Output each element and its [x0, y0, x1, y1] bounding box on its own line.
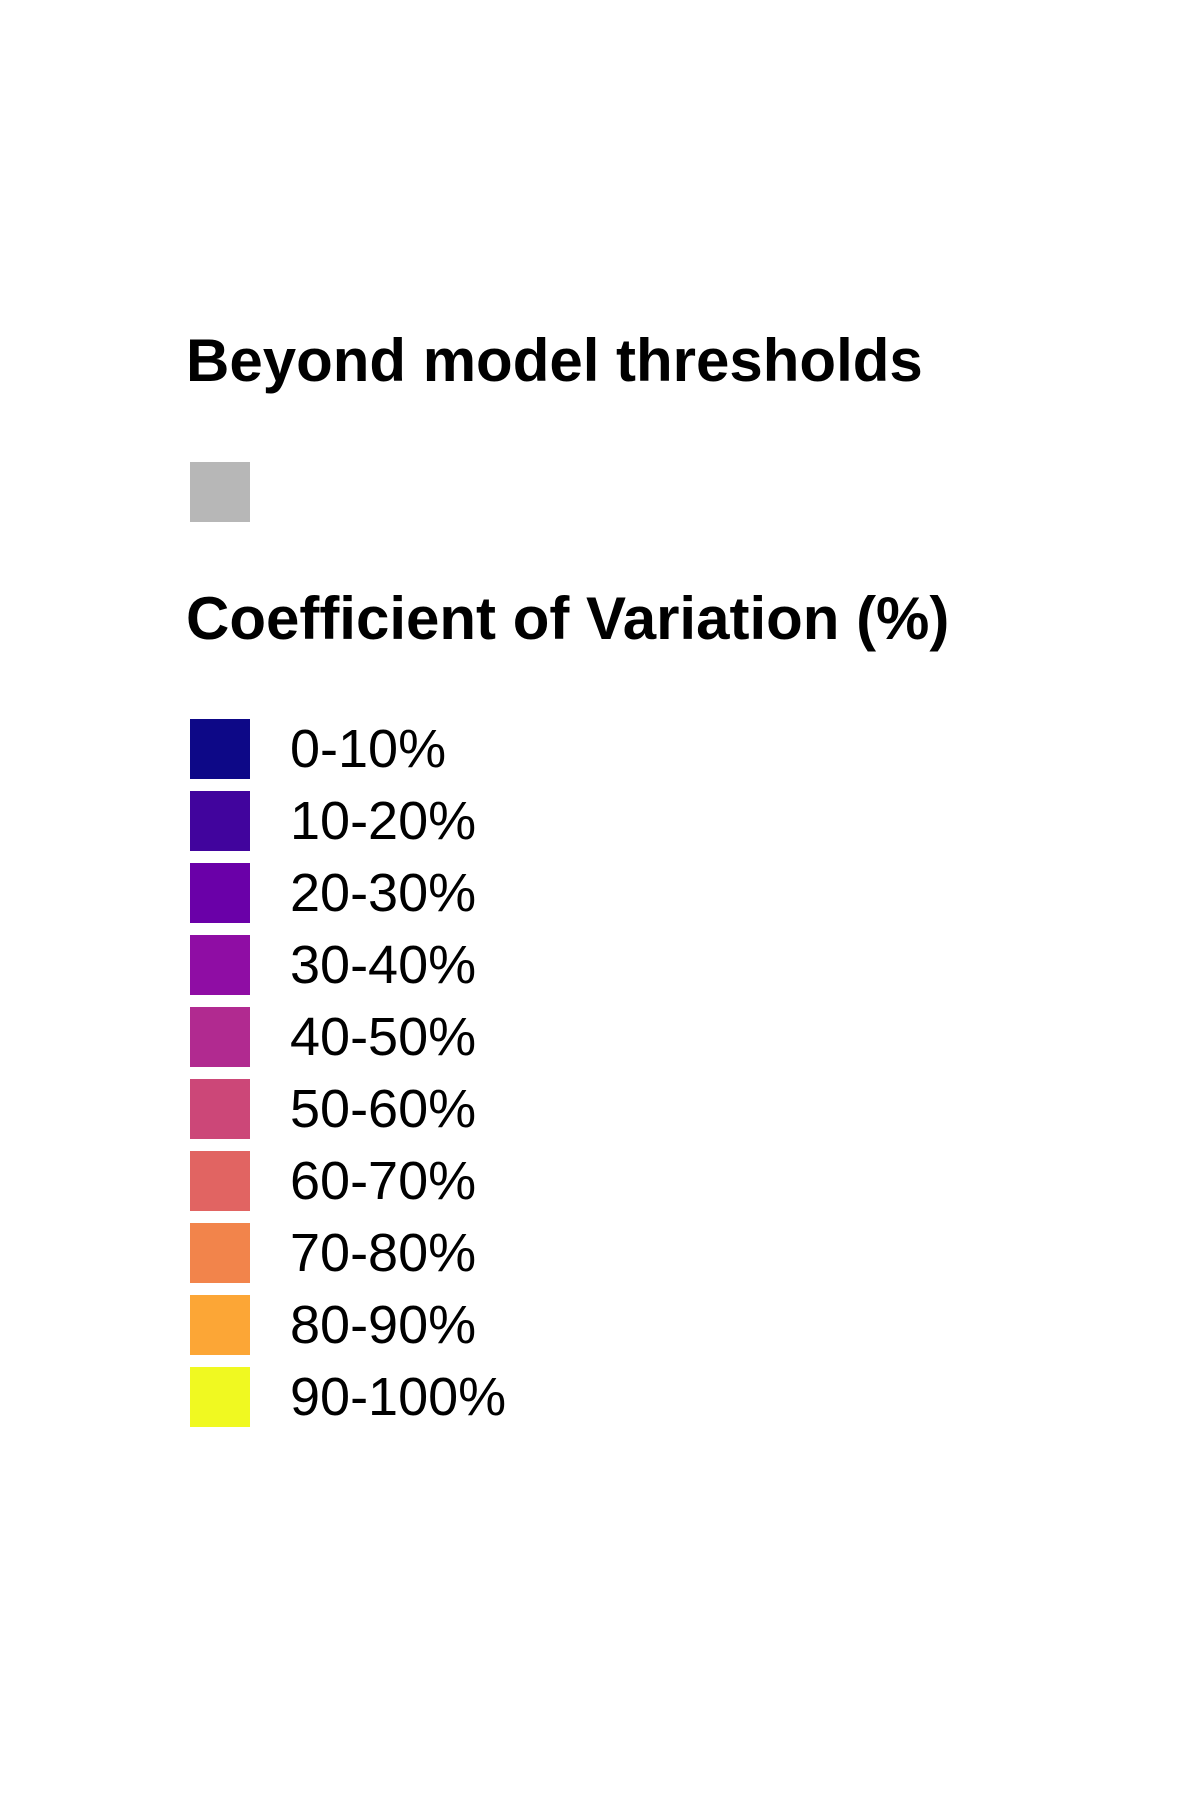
legend-entry: 40-50% — [186, 1007, 986, 1079]
legend-label: 20-30% — [290, 863, 477, 923]
legend-label: 0-10% — [290, 719, 447, 779]
map-legend: Beyond model thresholds Coefficient of V… — [186, 0, 1186, 1800]
legend-entry: 50-60% — [186, 1079, 986, 1151]
legend-title-coefficient-of-variation: Coefficient of Variation (%) — [186, 585, 950, 652]
legend-entry: 20-30% — [186, 863, 986, 935]
legend-entry: 30-40% — [186, 935, 986, 1007]
legend-swatch — [190, 1295, 250, 1355]
cv-legend-entries: 0-10% 10-20% 20-30% 30-40% 40-50% 50-60% 60-70… — [186, 719, 986, 1439]
legend-entry: 80-90% — [186, 1295, 986, 1367]
legend-swatch — [190, 719, 250, 779]
legend-label: 50-60% — [290, 1079, 477, 1139]
beyond-thresholds-swatch — [190, 462, 250, 522]
legend-label: 30-40% — [290, 935, 477, 995]
legend-label: 70-80% — [290, 1223, 477, 1283]
legend-title-beyond-model-thresholds: Beyond model thresholds — [186, 327, 923, 394]
legend-swatch — [190, 1223, 250, 1283]
legend-label: 40-50% — [290, 1007, 477, 1067]
legend-swatch — [190, 791, 250, 851]
legend-entry: 90-100% — [186, 1367, 986, 1439]
legend-swatch — [190, 863, 250, 923]
legend-label: 10-20% — [290, 791, 477, 851]
legend-swatch — [190, 1367, 250, 1427]
legend-entry: 10-20% — [186, 791, 986, 863]
legend-swatch — [190, 935, 250, 995]
legend-label: 60-70% — [290, 1151, 477, 1211]
legend-entry: 60-70% — [186, 1151, 986, 1223]
legend-entry: 70-80% — [186, 1223, 986, 1295]
legend-swatch — [190, 1079, 250, 1139]
legend-swatch — [190, 1151, 250, 1211]
legend-label: 90-100% — [290, 1367, 507, 1427]
legend-label: 80-90% — [290, 1295, 477, 1355]
legend-entry: 0-10% — [186, 719, 986, 791]
legend-swatch — [190, 1007, 250, 1067]
